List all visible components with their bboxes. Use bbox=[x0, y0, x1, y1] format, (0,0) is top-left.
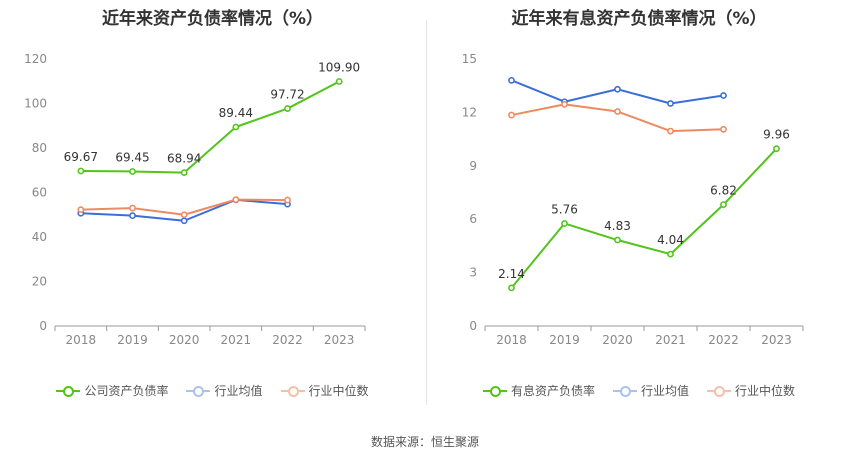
chart-legend: 公司资产负债率 行业均值 行业中位数 bbox=[0, 382, 425, 399]
data-point bbox=[561, 220, 568, 227]
y-tick-label: 3 bbox=[469, 266, 477, 280]
data-point bbox=[720, 125, 727, 133]
data-point bbox=[508, 284, 515, 292]
data-label: 68.94 bbox=[167, 152, 201, 166]
chart-title: 近年来有息资产负债率情况（%） bbox=[511, 9, 767, 29]
x-tick-label: 2022 bbox=[708, 333, 739, 347]
legend-item-industry-mean[interactable]: 行业均值 bbox=[186, 382, 263, 399]
y-tick-label: 60 bbox=[32, 186, 47, 200]
data-label: 4.04 bbox=[657, 233, 684, 247]
legend-marker-icon bbox=[482, 385, 507, 397]
x-tick-label: 2021 bbox=[655, 333, 686, 347]
data-point bbox=[77, 167, 85, 175]
data-point bbox=[508, 111, 515, 119]
x-tick-label: 2023 bbox=[324, 333, 355, 347]
legend-label: 行业中位数 bbox=[735, 384, 796, 398]
data-point bbox=[284, 105, 291, 112]
y-tick-label: 9 bbox=[469, 159, 477, 173]
data-point bbox=[614, 236, 621, 244]
chart-plot-interest-debt-ratio: 0 3 6 9 12 15 2018 2019 2020 2021 2022 2023 2.14 5.76… bbox=[462, 52, 804, 347]
legend-item-company[interactable]: 公司资产负债率 bbox=[56, 382, 168, 399]
data-label: 97.72 bbox=[270, 88, 304, 102]
chart-plot-debt-ratio: 0 20 40 60 80 100 120 2018 2019 2020 2021 2022 2023 6… bbox=[24, 52, 366, 347]
series-line bbox=[510, 148, 778, 289]
legend-label: 行业均值 bbox=[640, 384, 689, 398]
data-point bbox=[720, 201, 727, 209]
data-label: 109.90 bbox=[318, 60, 360, 74]
data-point bbox=[180, 211, 188, 219]
y-tick-label: 80 bbox=[32, 141, 47, 155]
x-tick-label: 2018 bbox=[66, 333, 97, 347]
x-tick-label: 2023 bbox=[761, 333, 792, 347]
x-tick-label: 2019 bbox=[549, 333, 580, 347]
legend-item-industry-mean[interactable]: 行业均值 bbox=[612, 382, 689, 399]
legend-item-industry-median[interactable]: 行业中位数 bbox=[707, 382, 795, 399]
data-point bbox=[667, 250, 674, 258]
data-label: 2.14 bbox=[498, 267, 525, 281]
data-point bbox=[667, 100, 674, 107]
data-point bbox=[667, 127, 674, 135]
x-tick-label: 2019 bbox=[117, 333, 148, 347]
x-tick-label: 2020 bbox=[169, 333, 200, 347]
data-point bbox=[773, 145, 780, 153]
legend-label: 行业均值 bbox=[214, 384, 263, 398]
data-point bbox=[335, 78, 343, 85]
legend-marker-icon bbox=[612, 385, 637, 397]
legend-label: 行业中位数 bbox=[308, 384, 369, 398]
series-line bbox=[80, 80, 340, 174]
chart-panel-interest-debt-ratio: 近年来有息资产负债率情况（%） 0 3 6 9 12 15 2018 2019 2020 2021… bbox=[428, 0, 850, 410]
data-point bbox=[180, 217, 188, 225]
data-label: 69.45 bbox=[115, 150, 149, 164]
legend-marker-icon bbox=[56, 385, 81, 397]
data-point bbox=[508, 76, 515, 84]
data-point bbox=[232, 196, 240, 204]
data-point bbox=[561, 100, 568, 108]
data-source-note: 数据来源：恒生聚源 bbox=[370, 435, 479, 449]
chart-panel-debt-ratio: 近年来资产负债率情况（%） 0 20 40 60 80 100 120 2018 2019 202… bbox=[0, 0, 425, 410]
y-tick-label: 100 bbox=[24, 97, 47, 111]
legend-marker-icon bbox=[280, 385, 305, 397]
legend-item-industry-median[interactable]: 行业中位数 bbox=[280, 382, 369, 399]
legend-label: 有息资产负债率 bbox=[510, 384, 595, 398]
legend-item-company[interactable]: 有息资产负债率 bbox=[482, 382, 595, 399]
y-tick-label: 0 bbox=[469, 319, 477, 333]
data-point bbox=[614, 108, 621, 115]
data-point bbox=[129, 204, 136, 212]
data-label: 5.76 bbox=[551, 202, 578, 216]
legend-marker-icon bbox=[707, 385, 731, 397]
data-point bbox=[129, 168, 136, 175]
chart-title: 近年来资产负债率情况（%） bbox=[101, 9, 324, 29]
x-tick-label: 2020 bbox=[602, 333, 633, 347]
panel-divider bbox=[426, 20, 427, 405]
y-tick-label: 40 bbox=[32, 230, 47, 244]
y-tick-label: 120 bbox=[24, 52, 47, 66]
data-point bbox=[180, 169, 188, 177]
data-point bbox=[77, 206, 85, 214]
data-label: 9.96 bbox=[763, 128, 790, 142]
y-tick-label: 0 bbox=[39, 319, 47, 333]
y-tick-label: 6 bbox=[469, 212, 477, 226]
legend-label: 公司资产负债率 bbox=[84, 384, 169, 398]
x-tick-label: 2022 bbox=[272, 333, 303, 347]
x-tick-label: 2021 bbox=[221, 333, 252, 347]
data-label: 4.83 bbox=[604, 219, 631, 233]
y-tick-label: 12 bbox=[462, 105, 477, 119]
y-tick-label: 15 bbox=[462, 52, 477, 66]
data-point bbox=[720, 92, 727, 99]
y-tick-label: 20 bbox=[32, 275, 47, 289]
data-point bbox=[284, 196, 291, 204]
x-tick-label: 2018 bbox=[496, 333, 527, 347]
data-label: 69.67 bbox=[64, 150, 98, 164]
data-point bbox=[129, 212, 136, 220]
data-point bbox=[614, 85, 621, 93]
data-point bbox=[232, 123, 240, 131]
chart-legend: 有息资产负债率 行业均值 行业中位数 bbox=[428, 382, 850, 399]
legend-marker-icon bbox=[186, 385, 211, 397]
data-label: 6.82 bbox=[710, 184, 737, 198]
data-label: 89.44 bbox=[219, 106, 253, 120]
